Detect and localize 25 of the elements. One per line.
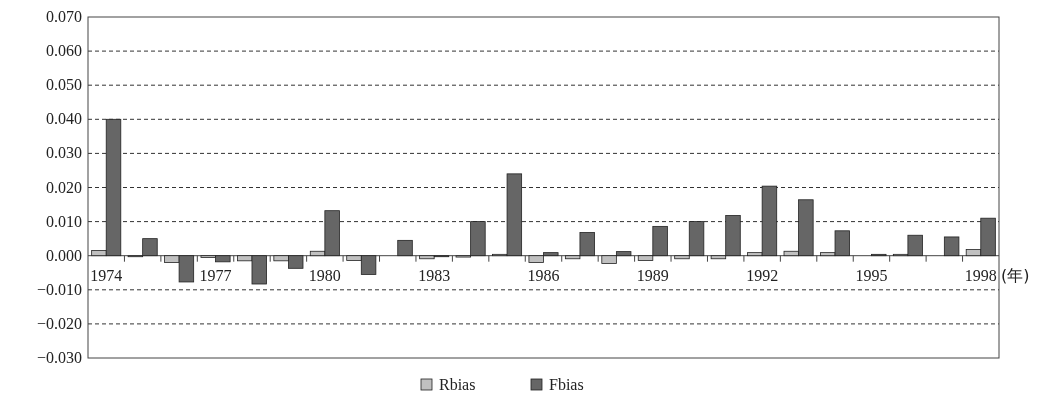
x-tick-label: 1992	[746, 266, 779, 284]
x-axis-title: (年)	[1001, 265, 1030, 285]
y-tick-label: 0.000	[46, 246, 82, 264]
x-tick-label: 1980	[308, 266, 341, 284]
x-tick-label: 1998	[964, 266, 997, 284]
bar	[397, 239, 413, 257]
y-tick-label: 0.060	[46, 42, 82, 60]
y-tick-label: 0.020	[46, 178, 82, 196]
y-tick-label: 0.030	[46, 144, 82, 162]
x-tick-label: 1986	[527, 266, 560, 284]
y-tick-label: −0.020	[36, 314, 82, 332]
x-tick-label: 1983	[418, 266, 451, 284]
y-tick-label: −0.010	[36, 280, 82, 298]
x-tick-label: 1989	[636, 266, 669, 284]
x-tick-label: 1974	[90, 266, 123, 284]
x-tick-label: 1977	[199, 266, 232, 284]
y-tick-label: 0.040	[46, 110, 82, 128]
y-tick-label: 0.070	[46, 8, 82, 25]
y-tick-label: 0.050	[46, 76, 82, 94]
bar	[943, 236, 960, 257]
y-tick-label: −0.030	[36, 349, 82, 366]
y-tick-label: 0.010	[46, 212, 82, 230]
x-tick-label: 1995	[855, 266, 888, 284]
legend-label: Fbias	[549, 376, 584, 393]
legend-label: Rbias	[439, 376, 476, 393]
